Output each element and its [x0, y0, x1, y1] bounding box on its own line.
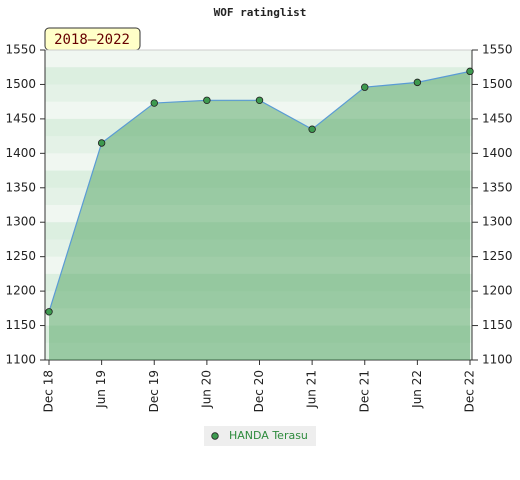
x-tick-label: Dec 19 [147, 370, 161, 412]
area [49, 71, 470, 360]
y2-tick-label: 1550 [482, 43, 513, 57]
stripe [45, 342, 472, 361]
stripe [45, 67, 472, 85]
stripe [45, 153, 472, 172]
y-tick-label: 1100 [5, 353, 36, 367]
point [97, 139, 106, 147]
point [308, 125, 316, 133]
y-tick-label: 1200 [5, 284, 36, 298]
stripe [45, 222, 472, 240]
stripe [45, 239, 472, 258]
y-tick-label: 1350 [5, 180, 36, 194]
chart-title: WOF ratinglist [214, 6, 307, 19]
y2-tick-label: 1100 [482, 353, 513, 367]
stripe [45, 101, 472, 120]
point [361, 83, 369, 91]
y-tick-label: 1400 [5, 146, 36, 160]
point [45, 308, 53, 316]
point [413, 78, 422, 87]
legend-marker [211, 432, 219, 440]
y2-tick-label: 1250 [482, 249, 513, 263]
y2-tick-label: 1350 [482, 180, 513, 194]
plot-background [45, 50, 472, 361]
y2-tick-label: 1450 [482, 111, 513, 125]
stripe [45, 308, 472, 327]
y-tick-label: 1250 [5, 249, 36, 263]
point [150, 99, 158, 107]
x-tick-label: Dec 22 [463, 370, 477, 412]
y-tick-label: 1450 [5, 111, 36, 125]
stripe [45, 170, 472, 189]
x-tick-label: Dec 21 [357, 370, 371, 412]
y-tick-label: 1500 [5, 77, 36, 91]
y2-tick-label: 1300 [482, 215, 513, 229]
y-tick-label: 1550 [5, 43, 36, 57]
x-tick-label: Dec 18 [42, 370, 56, 412]
stripe [45, 50, 472, 68]
annotation: 2018–2022 [54, 32, 130, 48]
y2-tick-label: 1500 [482, 77, 513, 91]
stripe [45, 136, 472, 154]
x-tick-label: Jun 19 [94, 370, 108, 409]
y-tick-label: 1150 [5, 318, 36, 332]
stripe [45, 291, 472, 309]
y2-tick-label: 1200 [482, 284, 513, 298]
x-tick-label: Jun 20 [199, 370, 213, 409]
x-tick-label: Dec 20 [252, 370, 266, 412]
point [466, 67, 474, 76]
stripe [45, 187, 472, 206]
legend-label: HANDA Terasu [229, 429, 308, 442]
y2-tick-label: 1400 [482, 146, 513, 160]
x-tick-label: Jun 21 [305, 370, 319, 409]
stripe [45, 273, 472, 292]
point [203, 96, 211, 104]
stripe [45, 118, 472, 137]
stripe [45, 325, 472, 344]
y2-tick-label: 1150 [482, 318, 513, 332]
point [255, 96, 264, 104]
y-tick-label: 1300 [5, 215, 36, 229]
stripe [45, 256, 472, 275]
x-tick-label: Jun 22 [410, 370, 424, 409]
stripe [45, 205, 472, 223]
legend [204, 426, 316, 446]
